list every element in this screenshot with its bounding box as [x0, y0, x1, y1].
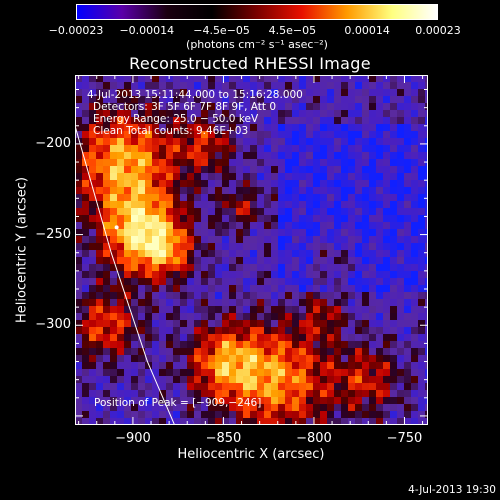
chart-title: Reconstructed RHESSI Image [129, 54, 371, 73]
colorbar-tick-label: 0.00023 [415, 24, 461, 37]
colorbar [76, 4, 438, 20]
colorbar-tick-label: −4.5e−05 [193, 24, 250, 37]
x-axis-label: Heliocentric X (arcsec) [177, 447, 325, 462]
solar-limb-line [75, 125, 176, 425]
x-tick-label: −750 [386, 431, 423, 446]
y-tick-label: −200 [35, 135, 71, 151]
info-line: Clean Total counts: 9.46E+03 [93, 125, 249, 137]
y-axis-label: Heliocentric Y (arcsec) [14, 177, 30, 323]
peak-position-label: Position of Peak = [−909,−246] [94, 397, 262, 409]
info-line: Detectors: 3F 5F 6F 7F 8F 9F, Att 0 [93, 101, 277, 113]
info-line: Energy Range: 25.0 − 50.0 keV [93, 113, 259, 125]
x-tick-label: −800 [296, 431, 332, 446]
heatmap-cells [75, 75, 428, 425]
x-tick-label: −900 [115, 431, 151, 446]
colorbar-unit-label: (photons cm⁻² s⁻¹ asec⁻²) [186, 38, 328, 51]
rhessi-image-plot [75, 75, 428, 425]
colorbar-tick-label: −0.00023 [48, 24, 104, 37]
colorbar-tick-label: 4.5e−05 [268, 24, 317, 37]
footer-timestamp: 4-Jul-2013 19:30 [408, 484, 496, 496]
x-tick-label: −850 [205, 431, 242, 446]
y-tick-label: −300 [35, 317, 71, 333]
plot-frame [75, 75, 428, 425]
colorbar-tick-label: −0.00014 [119, 24, 175, 37]
y-tick-label: −250 [35, 226, 71, 242]
peak-marker [114, 225, 119, 230]
colorbar-tick-label: 0.00014 [344, 24, 390, 37]
info-line: 4-Jul-2013 15:11:44.000 to 15:16:28.000 [87, 89, 303, 101]
